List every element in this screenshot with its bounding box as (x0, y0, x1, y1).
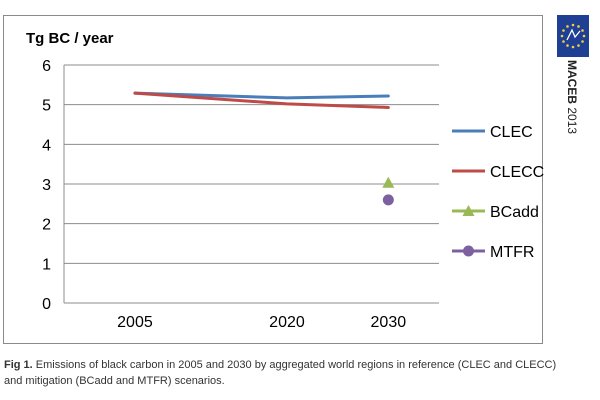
logo-mark (566, 28, 581, 41)
eu-flag-logo (557, 15, 589, 57)
star-circle-icon (560, 23, 586, 49)
logo-star (562, 29, 565, 32)
chart-frame: Tg BC / year 0 1 2 3 4 5 6 2005 2020 2030 CLEC CLE… (3, 15, 544, 344)
y-tick-label: 2 (42, 217, 51, 234)
logo-star (571, 45, 575, 49)
branding-text: MACEB 2013 (565, 60, 579, 135)
caption-text: Emissions of black carbon in 2005 and 20… (4, 359, 557, 387)
logo-star (581, 40, 584, 43)
legend-label-clec: CLEC (490, 124, 533, 141)
chart-title: Tg BC / year (26, 30, 114, 47)
x-tick-label: 2005 (117, 314, 153, 331)
series-layer (133, 91, 395, 206)
legend-label-bcadd: BCadd (490, 204, 539, 221)
series-line-clec (133, 91, 390, 100)
figure-caption: Fig 1. Emissions of black carbon in 2005… (4, 357, 564, 389)
logo-star (560, 34, 564, 38)
y-tick-label: 6 (42, 58, 51, 75)
legend-marker-mtfr (463, 245, 474, 257)
y-tick-label: 3 (42, 177, 51, 194)
x-tick-label: 2020 (269, 314, 305, 331)
branding-name: MACEB (565, 60, 579, 104)
logo-star (581, 29, 584, 32)
y-tick-label: 5 (42, 98, 51, 115)
legend-marker-bcadd (462, 205, 475, 216)
logo-star (582, 34, 586, 38)
legend: CLEC CLECC BCadd MTFR (452, 124, 544, 261)
logo-star (577, 25, 580, 28)
caption-label: Fig 1. (4, 359, 33, 371)
legend-label-clecc: CLECC (490, 164, 544, 181)
grid-layer (64, 64, 439, 264)
logo-star (577, 44, 580, 47)
logo-star (566, 25, 569, 28)
series-line-clecc (133, 91, 390, 109)
axis-layer: 0 1 2 3 4 5 6 2005 2020 2030 (42, 58, 439, 331)
y-tick-label: 1 (42, 256, 51, 273)
y-tick-label: 0 (42, 296, 51, 313)
logo-star (571, 23, 575, 27)
y-tick-label: 4 (42, 137, 51, 154)
branding-year: 2013 (565, 107, 579, 135)
data-point-bcadd (382, 176, 395, 188)
logo-star (566, 44, 569, 47)
logo-star (562, 40, 565, 43)
legend-label-mtfr: MTFR (490, 244, 534, 261)
data-point-mtfr (382, 194, 394, 206)
x-tick-label: 2030 (371, 314, 407, 331)
